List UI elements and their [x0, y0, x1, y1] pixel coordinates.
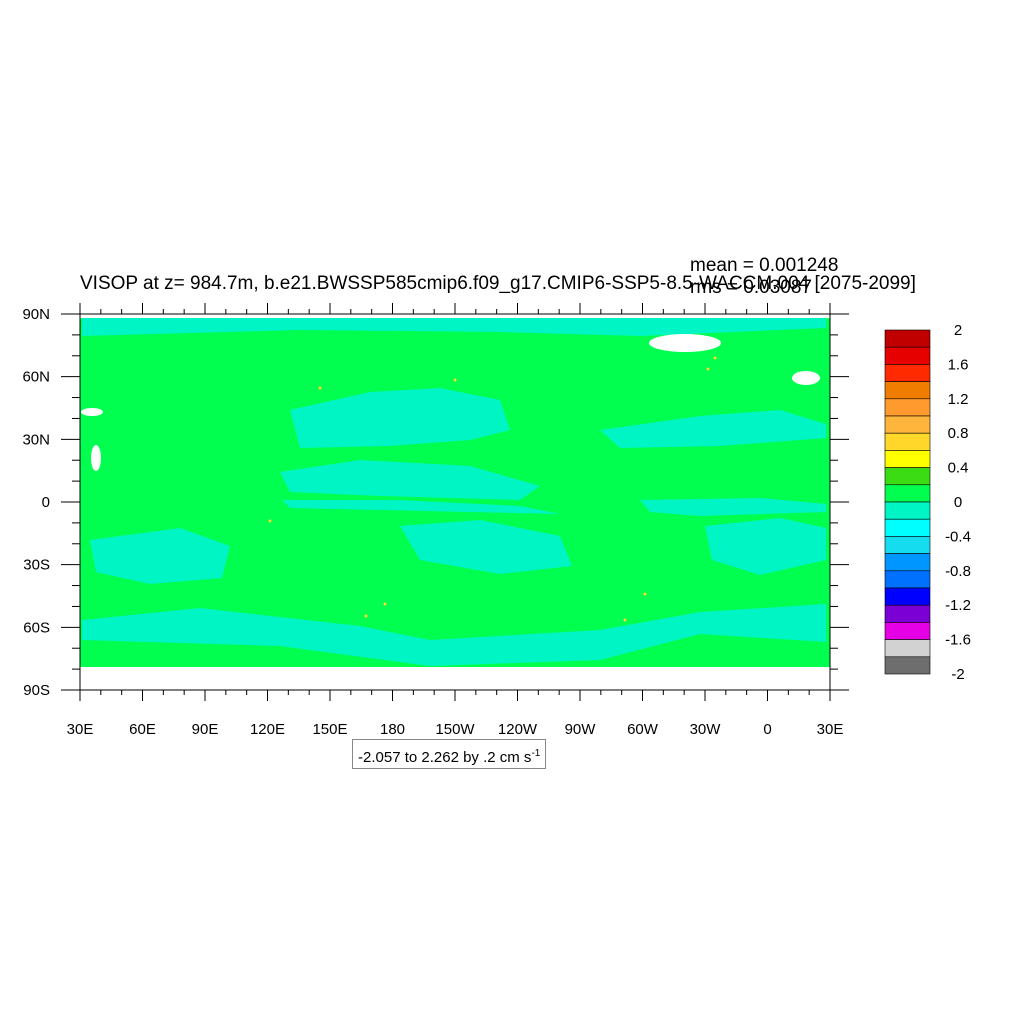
- axes: 30E 60E 90E 120E 150E 180 150W 120W 90W 60W 30W 0 30…: [22, 303, 849, 738]
- anomaly-band: [400, 520, 572, 574]
- anomaly-band: [282, 500, 560, 514]
- x-tick-label: 60E: [129, 721, 156, 738]
- range-text: -2.057 to 2.262 by .2 cm s: [358, 749, 532, 766]
- colorbar-box: [884, 484, 931, 503]
- missing-data-region: [91, 445, 101, 471]
- colorbar-box: [884, 570, 931, 589]
- colorbar-label: -0.4: [945, 528, 971, 545]
- positive-anomaly-spot: [383, 602, 387, 606]
- y-tick-label: 90S: [23, 682, 50, 699]
- x-tick-label: 30E: [67, 721, 94, 738]
- x-tick-label: 90W: [565, 721, 597, 738]
- colorbar-label: 0.4: [948, 460, 969, 477]
- map-field: [80, 318, 830, 668]
- x-tick-label: 30W: [690, 721, 722, 738]
- y-tick-label: 0: [42, 494, 50, 511]
- colorbar-label: 0.8: [948, 425, 969, 442]
- colorbar-label: -1.6: [945, 632, 971, 649]
- colorbar-label: -2: [951, 666, 964, 683]
- colorbar-box: [884, 415, 931, 434]
- positive-anomaly-spot: [643, 592, 647, 596]
- colorbar-box: [884, 587, 931, 606]
- colorbar-box: [884, 398, 931, 417]
- y-tick-label: 30S: [23, 557, 50, 574]
- positive-anomaly-spot: [713, 356, 717, 360]
- y-tick-label: 60S: [23, 619, 50, 636]
- x-tick-label: 60W: [627, 721, 659, 738]
- x-tick-label: 120E: [250, 721, 285, 738]
- colorbar-box: [884, 329, 931, 348]
- positive-anomaly-spot: [706, 367, 710, 371]
- positive-anomaly-spot: [318, 386, 322, 390]
- colorbar-label: 1.6: [948, 356, 969, 373]
- colorbar-box: [884, 622, 931, 640]
- anomaly-band: [640, 498, 826, 516]
- colorbar-box: [884, 518, 931, 537]
- colorbar-box: [884, 467, 931, 486]
- colorbar-box: [884, 536, 931, 554]
- x-tick-label: 150W: [435, 721, 475, 738]
- colorbar-box: [884, 381, 931, 400]
- colorbar-label: -1.2: [945, 597, 971, 614]
- anomaly-band: [82, 318, 826, 336]
- colorbar-box: [884, 639, 931, 658]
- y-tick-label: 60N: [22, 369, 50, 386]
- chart-title: VISOP at z= 984.7m, b.e21.BWSSP585cmip6.…: [80, 273, 916, 294]
- x-tick-label: 120W: [498, 721, 538, 738]
- positive-anomaly-spot: [364, 614, 368, 618]
- x-tick-label: 30E: [817, 721, 844, 738]
- colorbar-label: 1.2: [948, 391, 969, 408]
- colorbar-label: 2: [954, 322, 962, 339]
- positive-anomaly-spot: [453, 378, 457, 382]
- missing-data-region: [81, 408, 103, 416]
- anomaly-band: [290, 388, 510, 448]
- colorbar-box: [884, 432, 931, 451]
- colorbar-box: [884, 656, 931, 675]
- anomaly-band: [90, 528, 230, 584]
- y-tick-label: 90N: [22, 306, 50, 323]
- x-tick-label: 150E: [312, 721, 347, 738]
- x-tick-label: 90E: [192, 721, 219, 738]
- colorbar: 2 1.6 1.2 0.8 0.4 0 -0.4 -0.8 -1.2 -1.6 -2: [884, 322, 971, 683]
- rms-stat: rms = 0.03087: [690, 277, 812, 298]
- colorbar-box: [884, 553, 931, 572]
- anomaly-band: [280, 460, 540, 500]
- x-tick-label: 0: [763, 721, 771, 738]
- missing-data-region: [792, 371, 820, 385]
- x-tick-label: 180: [380, 721, 405, 738]
- mean-stat: mean = 0.001248: [690, 255, 839, 276]
- colorbar-label: 0: [954, 494, 962, 511]
- colorbar-box: [884, 450, 931, 468]
- y-tick-label: 30N: [22, 431, 50, 448]
- colorbar-box: [884, 501, 931, 520]
- missing-data-region: [649, 334, 721, 352]
- contour-range-label: -2.057 to 2.262 by .2 cm s-1: [352, 739, 547, 769]
- positive-anomaly-spot: [268, 519, 272, 523]
- colorbar-box: [884, 364, 931, 382]
- anomaly-band: [600, 410, 826, 448]
- positive-anomaly-spot: [623, 618, 627, 622]
- range-unit-exponent: -1: [531, 748, 541, 759]
- colorbar-box: [884, 346, 931, 365]
- colorbar-label: -0.8: [945, 563, 971, 580]
- colorbar-box: [884, 604, 931, 623]
- anomaly-band: [705, 518, 826, 575]
- anomaly-band: [82, 604, 826, 666]
